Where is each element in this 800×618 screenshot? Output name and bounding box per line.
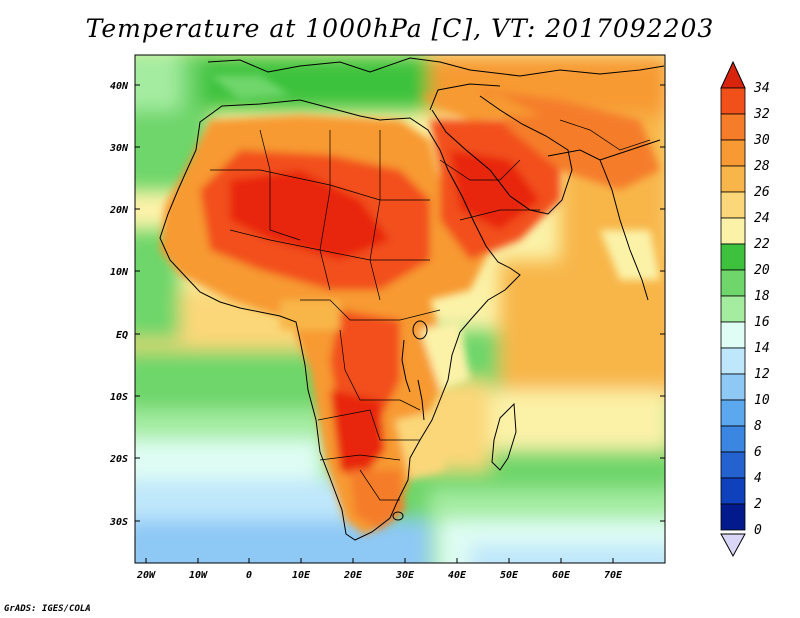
colorbar-box <box>720 399 746 427</box>
lon-label: 20E <box>343 570 363 581</box>
lon-label: 10W <box>189 570 208 581</box>
lon-label: 50E <box>500 570 519 581</box>
colorbar-box <box>720 347 746 375</box>
colorbar-label: 24 <box>754 211 770 226</box>
colorbar-label: 14 <box>754 341 770 356</box>
lat-label: 10N <box>110 267 129 278</box>
colorbar-box <box>720 165 746 193</box>
colorbar-label: 2 <box>754 497 762 512</box>
coastlines <box>159 57 665 541</box>
lat-label: 10S <box>110 392 128 403</box>
lakes <box>392 320 428 521</box>
colorbar-box <box>720 295 746 323</box>
colorbar-label: 32 <box>753 107 770 122</box>
latitude-axis: 40N 30N 20N 10N EQ 10S 20S 30S <box>109 81 665 528</box>
map-title: Temperature at 1000hPa [C], VT: 20170922… <box>85 14 715 43</box>
colorbar-label: 0 <box>754 523 762 538</box>
colorbar-label: 18 <box>754 289 770 304</box>
colorbar-box <box>720 477 746 505</box>
colorbar-box <box>720 503 746 531</box>
lat-label: EQ <box>116 330 128 341</box>
lon-label: 60E <box>552 570 571 581</box>
colorbar-label: 22 <box>754 237 770 252</box>
lon-label: 10E <box>292 570 311 581</box>
plot-frame <box>134 54 666 564</box>
colorbar-box <box>720 321 746 349</box>
colorbar-box <box>720 425 746 453</box>
colorbar-under-arrow <box>720 533 746 558</box>
colorbar-label: 30 <box>753 133 770 148</box>
colorbar-label: 8 <box>754 419 762 434</box>
grads-credit: GrADS: IGES/COLA <box>4 604 91 614</box>
colorbar-label: 4 <box>754 471 762 486</box>
colorbar-box <box>720 191 746 219</box>
colorbar-box <box>720 113 746 141</box>
lon-label: 20W <box>136 570 156 581</box>
colorbar-box <box>720 269 746 297</box>
lat-label: 40N <box>110 81 129 92</box>
colorbar-label: 34 <box>753 81 770 96</box>
colorbar: 34 32 30 28 26 24 22 20 18 16 14 12 10 8… <box>720 60 770 558</box>
colorbar-box <box>720 451 746 479</box>
colorbar-box <box>720 243 746 271</box>
lon-label: 30E <box>395 570 415 581</box>
lat-label: 20S <box>109 454 128 465</box>
longitude-axis: 20W 10W 0 10E 20E 30E 40E 50E 60E 70E <box>136 558 623 581</box>
colorbar-label: 6 <box>754 445 762 460</box>
colorbar-box <box>720 373 746 401</box>
colorbar-boxes <box>720 87 746 531</box>
colorbar-label: 16 <box>754 315 770 330</box>
colorbar-over-arrow <box>720 60 746 89</box>
colorbar-label: 20 <box>754 263 770 278</box>
colorbar-box <box>720 139 746 167</box>
lat-label: 30N <box>109 143 129 154</box>
lat-label: 30S <box>109 517 128 528</box>
lon-label: 0 <box>246 570 252 581</box>
lon-label: 40E <box>448 570 467 581</box>
lon-label: 70E <box>604 570 623 581</box>
colorbar-label: 12 <box>754 367 770 382</box>
colorbar-label: 26 <box>754 185 770 200</box>
colorbar-label: 10 <box>754 393 770 408</box>
lat-label: 20N <box>109 205 129 216</box>
colorbar-box <box>720 87 746 115</box>
country-borders <box>210 119 651 501</box>
colorbar-box <box>720 217 746 245</box>
temperature-field <box>135 55 665 563</box>
colorbar-label: 28 <box>754 159 770 174</box>
